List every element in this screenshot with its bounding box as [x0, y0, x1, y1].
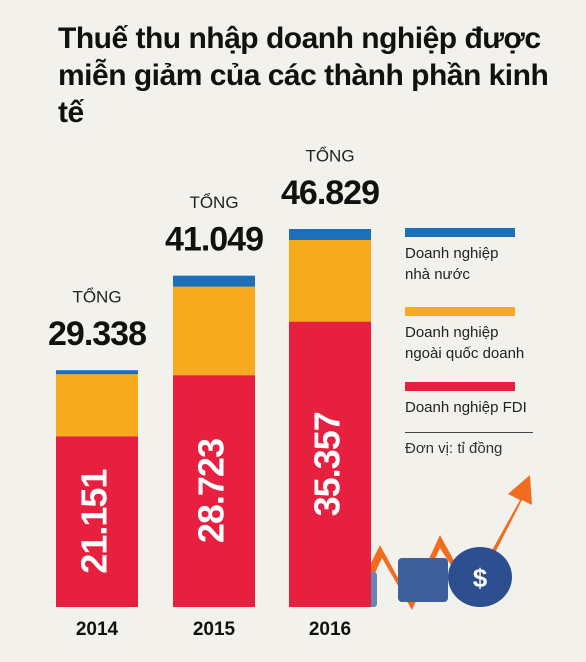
divider [405, 432, 533, 433]
value-label: 21.151 [74, 469, 115, 574]
legend-swatch [405, 307, 515, 316]
legend-label: Doanh nghiệp ngoài quốc doanh [405, 324, 525, 362]
legend-swatch [405, 228, 515, 237]
x-tick-label: 2015 [193, 619, 236, 640]
total-prefix: TỔNG [305, 146, 354, 165]
value-label: 35.357 [307, 412, 348, 516]
money-bag [448, 547, 512, 607]
bar-segment [173, 375, 255, 607]
bar-segment [56, 436, 138, 607]
chart-title: Thuế thu nhập doanh nghiệp được miễn giả… [58, 22, 549, 129]
bar-segment [56, 374, 138, 437]
x-tick-label: 2016 [309, 619, 351, 640]
bar-segment [289, 239, 371, 322]
legend-label: Doanh nghiệp FDI [405, 399, 527, 416]
bar-segment [289, 229, 371, 240]
x-tick-label: 2014 [76, 619, 119, 640]
bar-segment [173, 286, 255, 376]
bar-segment [173, 275, 255, 287]
total-label: 41.049 [165, 221, 263, 259]
bag-icon: $ [473, 563, 488, 593]
bar-segment [56, 370, 138, 375]
unit-label: Đơn vị: tỉ đồng [405, 440, 503, 457]
legend-label: Doanh nghiệp nhà nước [405, 245, 499, 283]
total-label: 29.338 [48, 315, 146, 353]
value-label: 28.723 [191, 439, 232, 543]
total-prefix: TỔNG [72, 288, 121, 307]
total-prefix: TỔNG [189, 193, 238, 212]
arrow [350, 475, 532, 610]
legend-swatch [405, 382, 515, 391]
bar-segment [289, 321, 371, 607]
total-label: 46.829 [281, 174, 379, 212]
cash [398, 558, 448, 602]
